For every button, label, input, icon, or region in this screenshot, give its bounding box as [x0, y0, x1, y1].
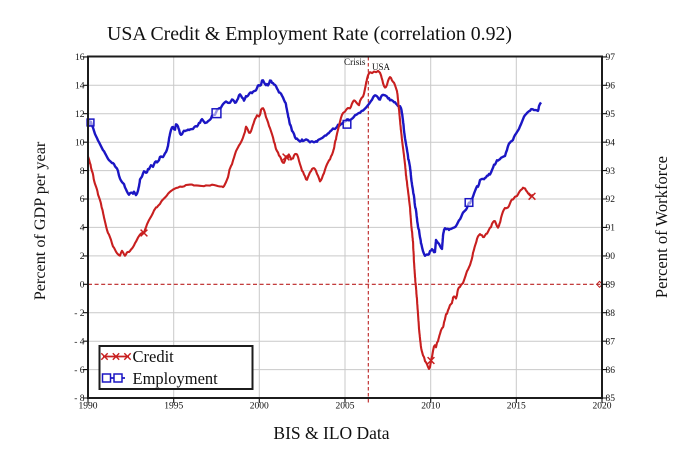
svg-text:94: 94: [606, 138, 616, 148]
svg-text:4: 4: [80, 224, 85, 234]
svg-text:- 8: - 8: [74, 394, 85, 404]
svg-text:96: 96: [606, 82, 616, 92]
svg-text:USA: USA: [372, 62, 391, 72]
svg-text:- 4: - 4: [74, 337, 85, 347]
svg-text:86: 86: [606, 366, 616, 376]
svg-text:10: 10: [75, 138, 85, 148]
svg-text:2020: 2020: [593, 402, 612, 412]
svg-text:- 6: - 6: [74, 366, 85, 376]
svg-text:88: 88: [606, 309, 616, 319]
svg-text:2015: 2015: [507, 402, 526, 412]
svg-text:8: 8: [80, 167, 85, 177]
svg-text:2000: 2000: [250, 402, 269, 412]
svg-text:- 2: - 2: [74, 309, 85, 319]
svg-text:12: 12: [75, 110, 85, 120]
svg-text:14: 14: [75, 82, 85, 92]
svg-text:95: 95: [606, 110, 616, 120]
svg-text:2: 2: [80, 252, 85, 262]
svg-text:16: 16: [75, 53, 85, 63]
svg-text:2010: 2010: [421, 402, 440, 412]
svg-text:Crisis: Crisis: [344, 57, 366, 67]
svg-text:2005: 2005: [336, 402, 355, 412]
svg-text:92: 92: [606, 195, 616, 205]
svg-text:89: 89: [606, 281, 616, 291]
svg-text:Percent of GDP per year: Percent of GDP per year: [31, 141, 49, 300]
svg-text:85: 85: [606, 394, 616, 404]
svg-text:6: 6: [80, 195, 85, 205]
svg-text:97: 97: [606, 53, 616, 63]
svg-text:93: 93: [606, 167, 616, 177]
svg-text:Percent of Workforce: Percent of Workforce: [652, 156, 671, 298]
svg-text:91: 91: [606, 224, 616, 234]
svg-text:BIS & ILO Data: BIS & ILO Data: [273, 423, 389, 443]
svg-text:1990: 1990: [79, 402, 98, 412]
svg-text:90: 90: [606, 252, 616, 262]
svg-text:87: 87: [606, 337, 616, 347]
svg-text:Employment: Employment: [133, 369, 219, 388]
svg-text:1995: 1995: [164, 402, 183, 412]
svg-text:Credit: Credit: [133, 347, 175, 366]
svg-text:0: 0: [80, 281, 85, 291]
svg-text:USA Credit & Employment Rate (: USA Credit & Employment Rate (correlatio…: [107, 23, 512, 45]
